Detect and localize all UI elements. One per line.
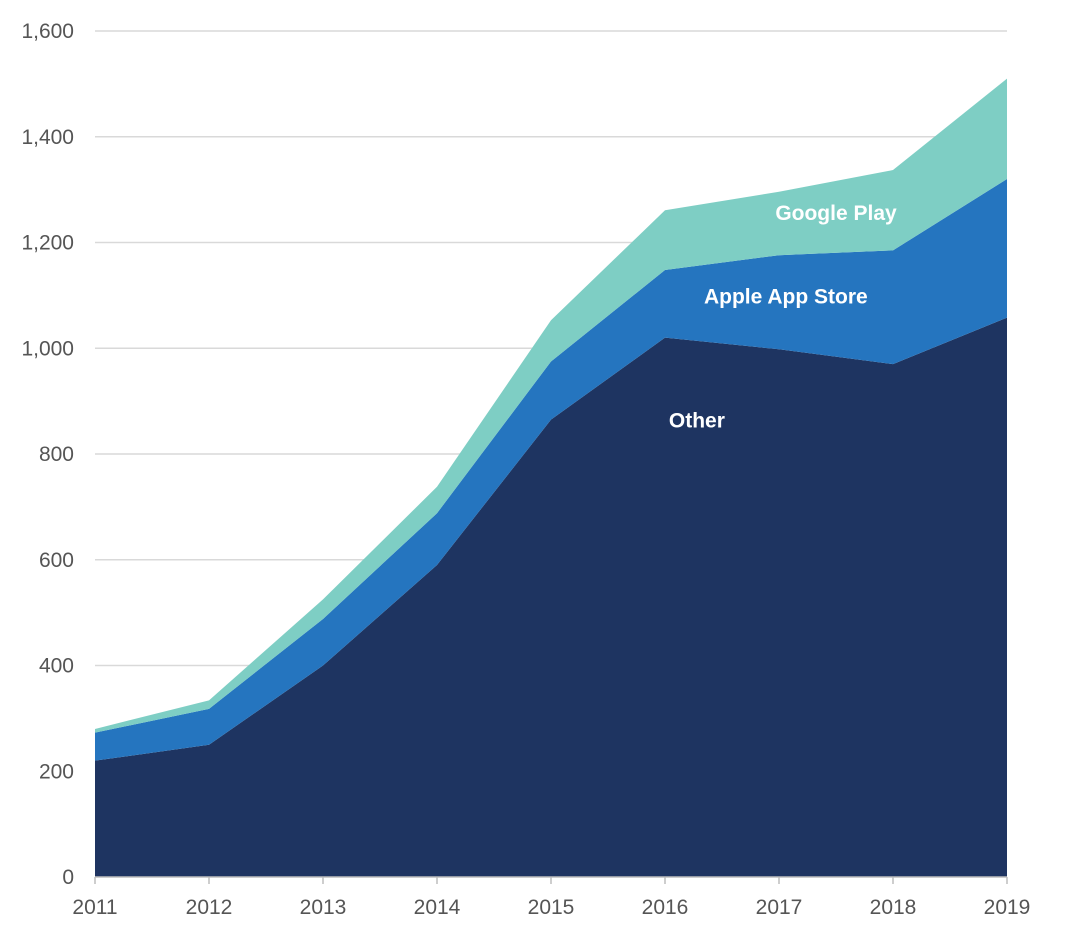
- y-axis-tick-labels: 0 200 400 600 800 1,000 1,200 1,400 1,600: [21, 20, 74, 889]
- y-tick-label: 800: [39, 443, 74, 466]
- x-tick-label: 2013: [300, 896, 347, 919]
- x-tick-label: 2012: [186, 896, 233, 919]
- y-tick-label: 1,200: [21, 232, 74, 255]
- y-tick-label: 200: [39, 760, 74, 783]
- y-tick-label: 1,400: [21, 126, 74, 149]
- x-tick-label: 2019: [984, 896, 1031, 919]
- x-tick-label: 2016: [642, 896, 689, 919]
- series-label-apple-app-store: Apple App Store: [704, 285, 868, 308]
- x-tick-label: 2011: [72, 896, 117, 919]
- x-tick-label: 2018: [870, 896, 917, 919]
- y-tick-label: 600: [39, 549, 74, 572]
- x-tick-label: 2017: [756, 896, 803, 919]
- series-area-other: [95, 317, 1007, 878]
- series-area-apple-app-store: [95, 179, 1007, 761]
- series-labels: Other Apple App Store Google Play: [669, 202, 897, 433]
- y-tick-label: 400: [39, 655, 74, 678]
- y-tick-label: 0: [62, 866, 74, 889]
- series-label-google-play: Google Play: [775, 202, 897, 225]
- x-tick-label: 2014: [414, 896, 461, 919]
- series-area-google-play: [95, 78, 1007, 733]
- x-axis-tick-labels: 2011 2012 2013 2014 2015 2016 2017 2018 2019: [72, 896, 1030, 919]
- series-areas: [95, 78, 1007, 878]
- y-tick-label: 1,000: [21, 337, 74, 360]
- y-tick-label: 1,600: [21, 20, 74, 43]
- series-label-other: Other: [669, 410, 725, 433]
- x-axis: [94, 876, 1008, 884]
- x-tick-label: 2015: [528, 896, 575, 919]
